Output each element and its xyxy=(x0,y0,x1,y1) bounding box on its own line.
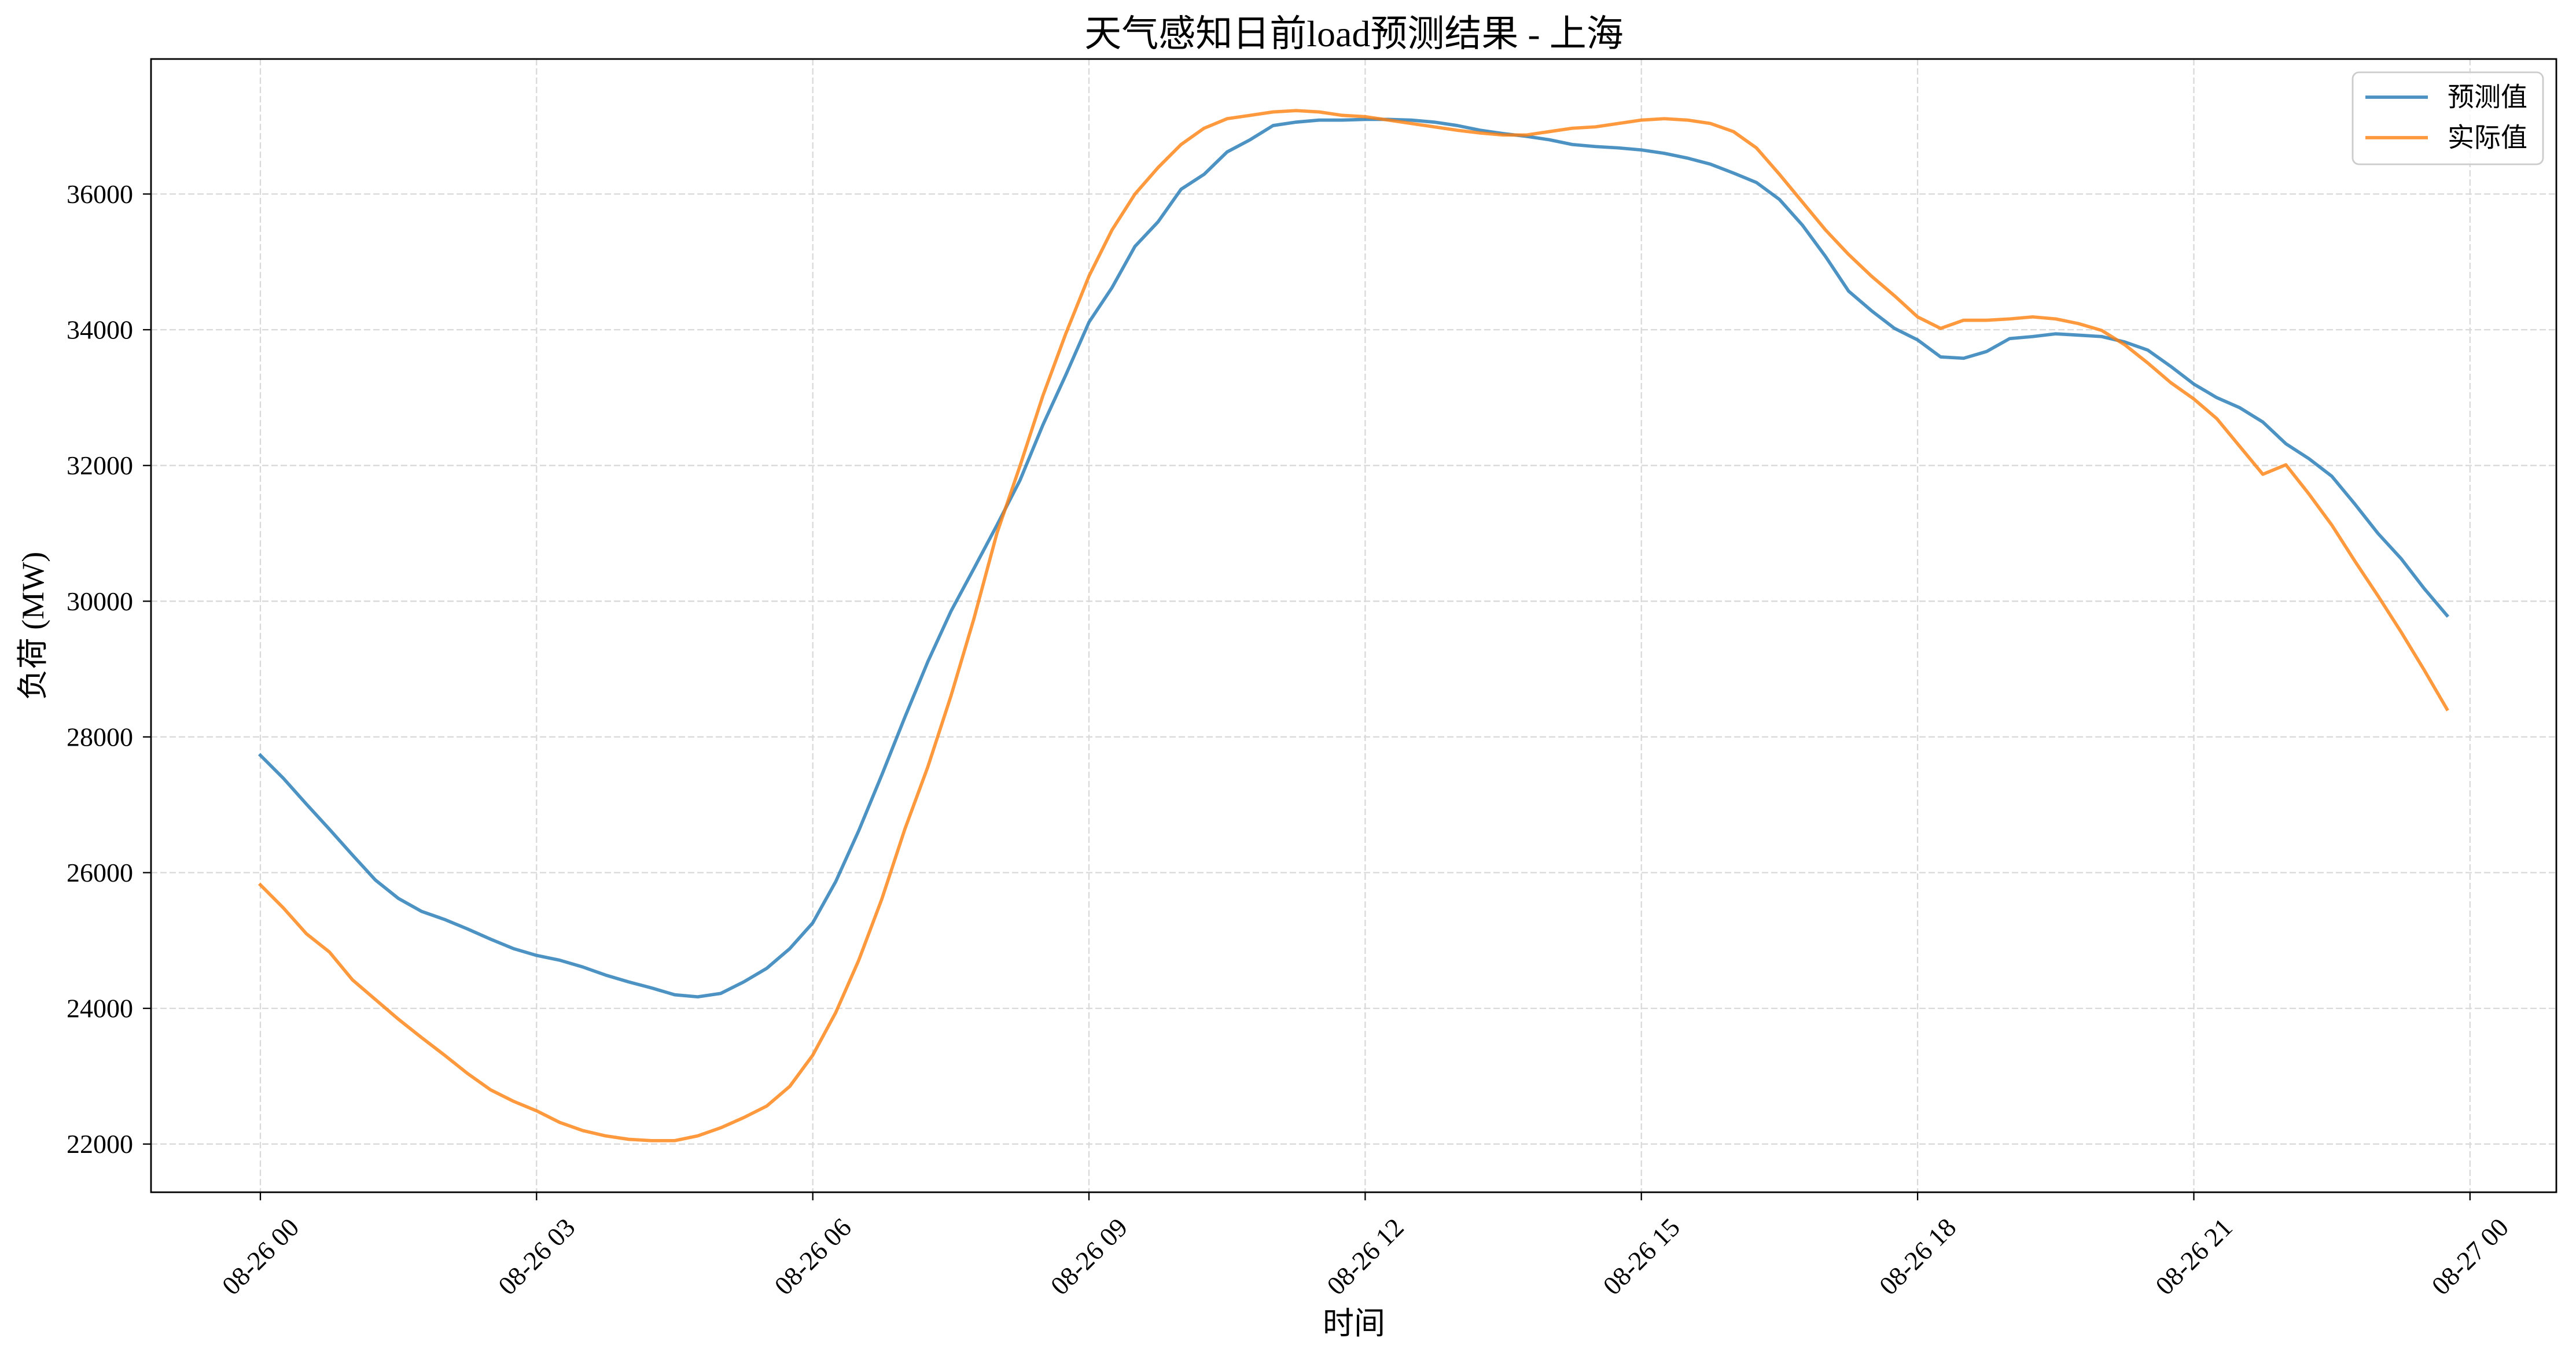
series-line-1 xyxy=(257,117,2450,999)
series-lines xyxy=(257,109,2450,1142)
x-axis-label: 时间 xyxy=(1323,1306,1385,1341)
y-tick-label-7: 36000 xyxy=(67,179,133,209)
grid xyxy=(151,59,2556,1192)
legend-entry-2: 实际值 xyxy=(2365,123,2527,153)
y-tick-label-6: 34000 xyxy=(67,315,133,345)
y-tick-label-0: 22000 xyxy=(67,1129,133,1159)
y-axis-label: 负荷 (MW) xyxy=(16,552,50,700)
legend: 预测值 实际值 xyxy=(2351,71,2544,165)
series-line-2 xyxy=(257,109,2449,1142)
y-tick-label-3: 28000 xyxy=(67,722,133,751)
legend-frame xyxy=(2351,71,2544,165)
legend-label-1: 预测值 xyxy=(2448,83,2527,112)
y-axis: 22000 24000 26000 28000 30000 32000 34000 36000 xyxy=(67,179,151,1159)
plot-frame xyxy=(150,58,2557,1193)
legend-entry-1: 预测值 xyxy=(2365,83,2527,112)
legend-label-2: 实际值 xyxy=(2448,123,2527,153)
y-tick-label-1: 24000 xyxy=(67,994,133,1023)
chart-title: 天气感知日前load预测结果 - 上海 xyxy=(1084,13,1624,54)
y-tick-label-2: 26000 xyxy=(67,858,133,887)
y-tick-label-5: 32000 xyxy=(67,451,133,480)
y-tick-label-4: 30000 xyxy=(67,587,133,616)
